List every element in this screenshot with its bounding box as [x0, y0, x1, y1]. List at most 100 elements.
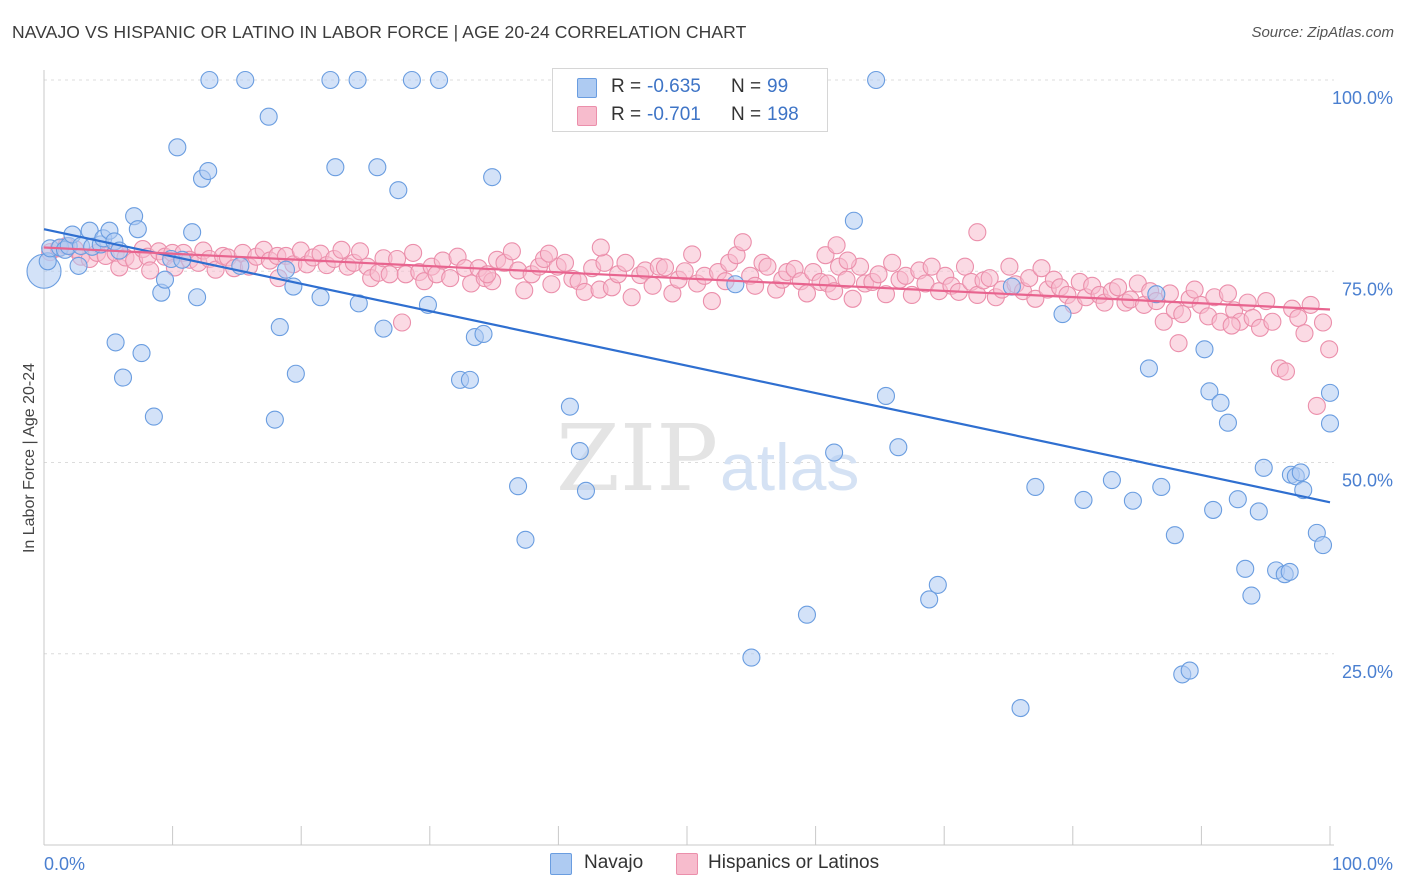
navajo-point [1195, 340, 1214, 359]
navajo-trend-line [43, 228, 1331, 504]
navajo-point [1123, 491, 1142, 510]
navajo-point [876, 386, 896, 405]
navajo-point [1053, 305, 1072, 324]
navajo-point [867, 70, 886, 90]
navajo-point [1211, 393, 1230, 412]
hispanic-point [332, 240, 351, 259]
navajo-point [1002, 277, 1021, 296]
navajo-point [560, 397, 579, 416]
hispanic-point [441, 269, 460, 288]
navajo-legend-swatch [550, 853, 572, 875]
navajo-point [430, 70, 449, 90]
navajo-points [26, 70, 1340, 718]
hispanic-point [515, 281, 534, 300]
hispanic-point [1295, 324, 1314, 343]
navajo-point [474, 324, 493, 344]
navajo-point [402, 70, 421, 90]
navajo-point [374, 319, 393, 338]
hispanic-point [643, 276, 662, 295]
navajo-point [1249, 502, 1268, 521]
hispanic-trend-line [43, 246, 1331, 311]
hispanic-point [502, 242, 521, 261]
hispanic-point [350, 242, 370, 261]
hispanic-r-value: -0.701 [647, 104, 701, 125]
axes [43, 70, 1334, 846]
navajo-point [1228, 490, 1247, 509]
hispanic-point [380, 265, 399, 284]
navajo-point [144, 407, 163, 426]
hispanic-point [1263, 312, 1282, 331]
hispanic-r-label: R = [611, 104, 642, 125]
hispanic-point [1320, 340, 1339, 359]
navajo-legend-label: Navajo [584, 852, 644, 873]
hispanic-point [733, 233, 752, 252]
hispanic-point [591, 238, 610, 257]
hispanic-point [916, 274, 935, 293]
y-tick-label-25: 25.0% [1342, 662, 1393, 682]
hispanic-point [827, 236, 846, 255]
hispanic-point [141, 261, 160, 280]
navajo-point [1074, 490, 1093, 510]
navajo-point [199, 161, 218, 181]
x-axis-ticks [43, 826, 1331, 845]
navajo-point [1236, 559, 1255, 578]
navajo-point [1320, 414, 1340, 433]
hispanic-point [1032, 259, 1051, 278]
hispanic-point [922, 257, 941, 276]
hispanic-point [595, 253, 614, 272]
navajo-r-value: -0.635 [647, 76, 701, 97]
navajo-point [1280, 562, 1299, 581]
hispanic-point [1307, 396, 1326, 415]
navajo-point [1147, 285, 1166, 304]
hispanic-point [1000, 257, 1019, 276]
navajo-point [155, 270, 175, 289]
hispanic-point [702, 292, 721, 311]
hispanic-point [1173, 305, 1192, 324]
hispanic-legend-label: Hispanics or Latinos [708, 852, 880, 873]
hispanic-point [683, 245, 702, 264]
navajo-point [1218, 413, 1237, 432]
trend-lines [43, 228, 1331, 504]
y-tick-label-75: 75.0% [1342, 279, 1393, 299]
hispanic-point [1020, 269, 1039, 288]
hispanic-point [1313, 313, 1333, 332]
navajo-point [270, 318, 289, 337]
navajo-point [1313, 536, 1333, 555]
navajo-point [726, 275, 745, 294]
hispanic-point [555, 253, 575, 272]
watermark-atlas: atlas [720, 430, 859, 504]
navajo-point [483, 168, 502, 187]
series-legend: Navajo Hispanics or Latinos [0, 852, 1406, 878]
hispanic-point [758, 257, 777, 276]
hispanic-point [1276, 362, 1296, 381]
navajo-point [889, 438, 908, 457]
chart-title: NAVAJO VS HISPANIC OR LATINO IN LABOR FO… [12, 22, 747, 42]
hispanic-point [883, 253, 902, 272]
stats-legend: R = -0.635 N = 99 R = -0.701 N = 198 [552, 68, 828, 132]
navajo-point [920, 590, 939, 609]
navajo-point [265, 410, 284, 429]
navajo-point [1165, 526, 1184, 545]
navajo-point [128, 220, 147, 239]
navajo-point [1320, 383, 1340, 402]
navajo-point [1291, 463, 1310, 482]
navajo-point [1102, 471, 1121, 490]
x-tick-label-min: 0.0% [44, 854, 85, 874]
navajo-point [1152, 477, 1171, 497]
hispanic-swatch [577, 106, 597, 126]
hispanic-points [41, 223, 1339, 415]
hispanic-point [968, 223, 987, 242]
navajo-point [389, 181, 408, 200]
navajo-point [286, 364, 305, 383]
x-tick-label-max: 100.0% [1332, 854, 1393, 874]
navajo-r-label: R = [611, 76, 642, 97]
navajo-point [183, 223, 202, 242]
hispanic-point [616, 253, 635, 272]
hispanic-point [542, 275, 561, 294]
navajo-n-label: N = [731, 76, 762, 97]
navajo-point [1026, 477, 1045, 497]
navajo-point [509, 477, 528, 496]
navajo-point [168, 138, 187, 157]
navajo-point [326, 158, 345, 177]
